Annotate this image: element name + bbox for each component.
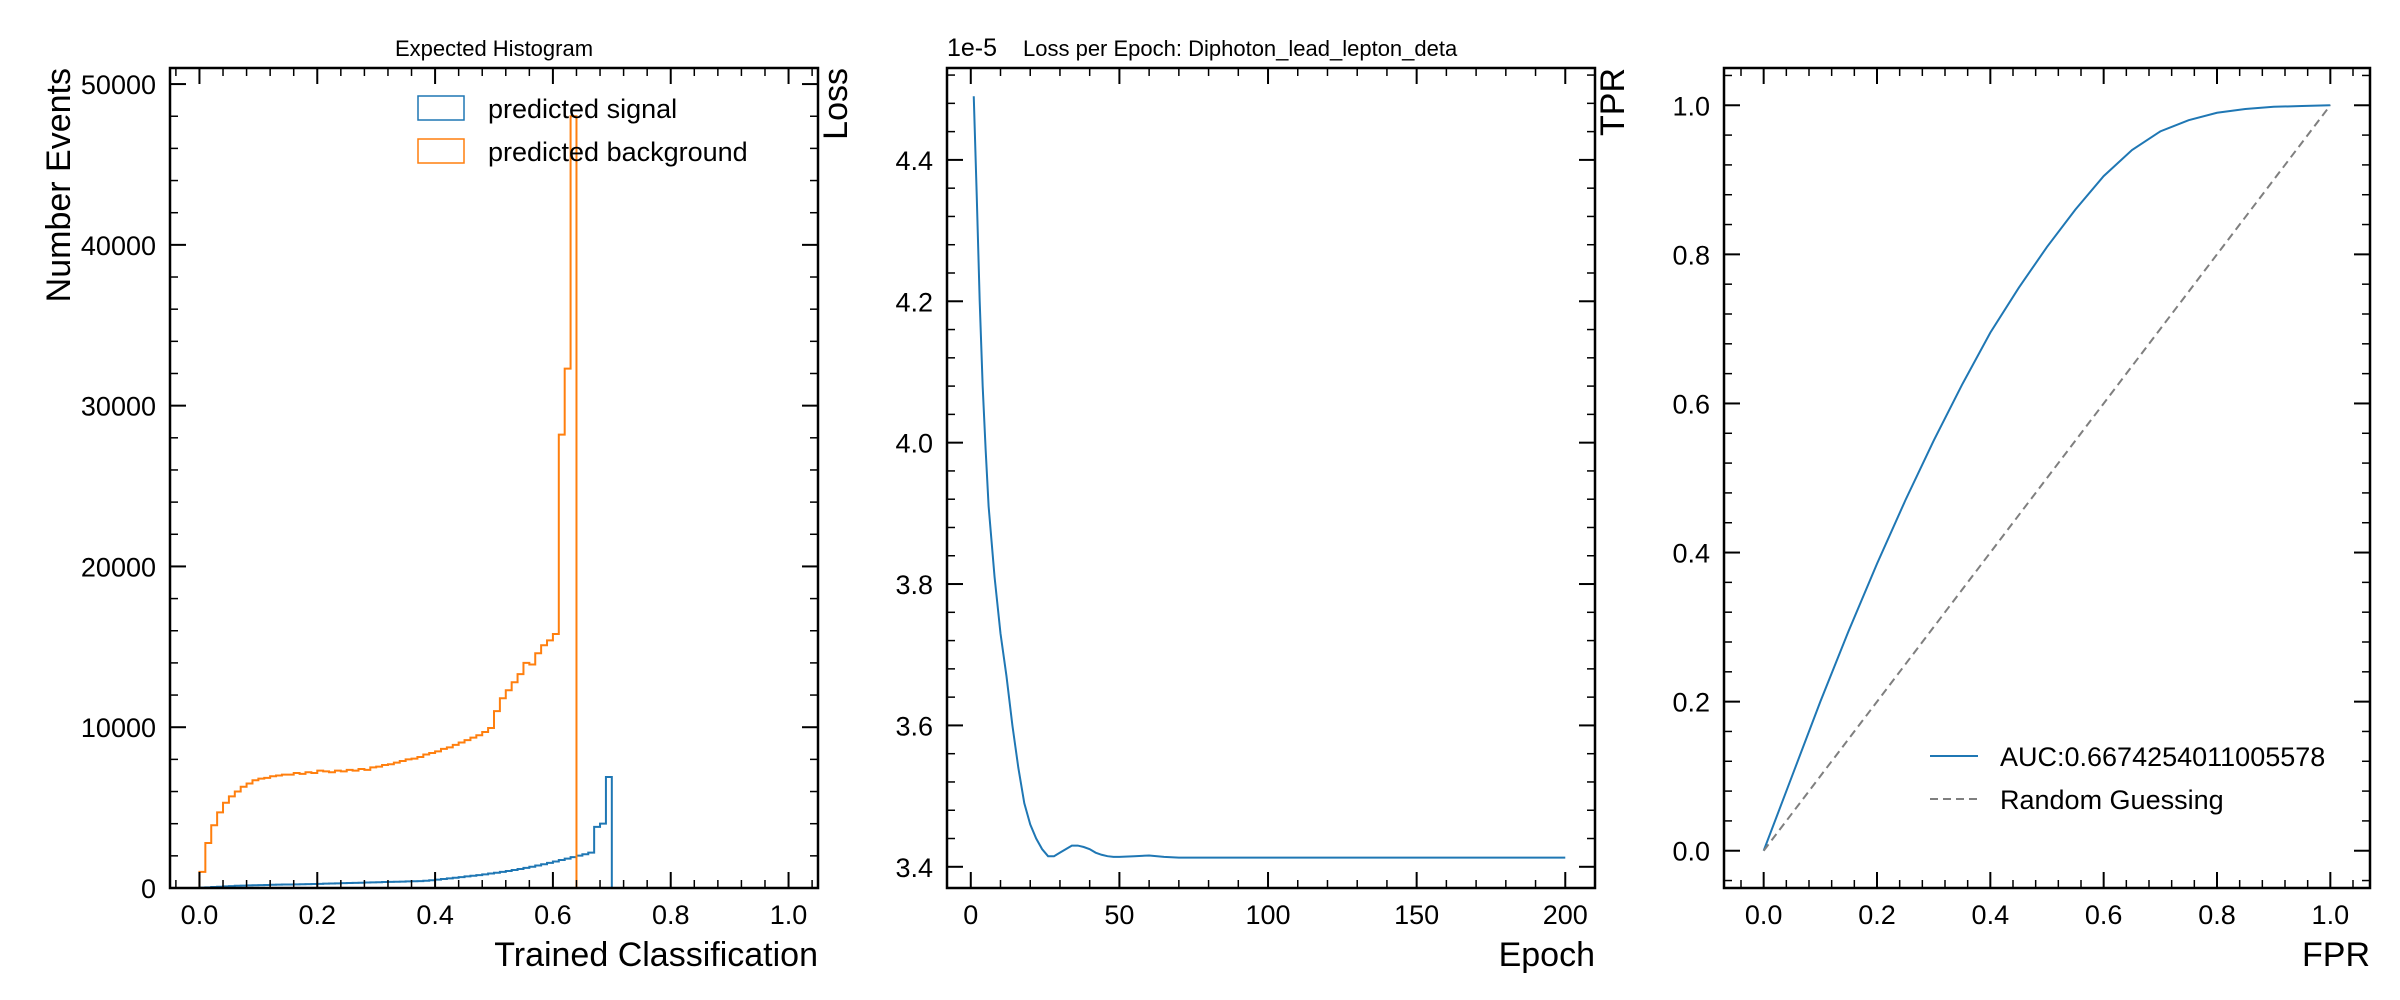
plot-frame [168, 66, 820, 890]
x-axis-label: FPR [2302, 936, 2370, 974]
y-axis-label: TPR [1594, 68, 1632, 136]
y-tick-label: 3.8 [895, 570, 933, 600]
x-tick-label: 0.0 [1745, 900, 1783, 930]
y-tick-label: 20000 [81, 552, 156, 582]
y-tick-label: 40000 [81, 231, 156, 261]
x-tick-label: 200 [1543, 900, 1588, 930]
legend-label-1: Random Guessing [2000, 785, 2224, 815]
series-line-0 [198, 776, 618, 888]
legend-swatch-0 [417, 95, 465, 121]
y-tick-label: 10000 [81, 713, 156, 743]
legend-label-0: predicted signal [488, 94, 677, 124]
series-line-0 [1762, 104, 2331, 852]
y-tick-label: 0 [141, 874, 156, 904]
x-tick-label: 1.0 [2312, 900, 2350, 930]
chart-title: Loss per Epoch: Diphoton_lead_lepton_det… [1023, 36, 1458, 61]
x-tick-label: 0.8 [652, 900, 690, 930]
x-tick-label: 50 [1104, 900, 1134, 930]
legend-swatch-1 [417, 138, 465, 164]
legend: predicted signal predicted background [417, 94, 748, 167]
y-tick-label: 0.8 [1672, 240, 1710, 270]
y-tick-label: 1.0 [1672, 91, 1710, 121]
chart-title: Expected Histogram [395, 36, 593, 61]
scale-multiplier-label: 1e-5 [947, 34, 997, 62]
series-line-1 [1762, 104, 2332, 852]
x-tick-label: 150 [1394, 900, 1439, 930]
y-tick-label: 4.0 [895, 429, 933, 459]
plot-frame [1722, 66, 2372, 890]
plot-frame [945, 66, 1597, 890]
roc-panel: 0.0 0.2 0.4 0.6 0.8 1.0 0.0 0.2 0.4 0.6 0.8 1.0 FPR T… [1594, 66, 2372, 974]
y-tick-label: 30000 [81, 392, 156, 422]
x-tick-label: 0.4 [1972, 900, 2010, 930]
y-tick-label: 0.0 [1672, 837, 1710, 867]
plot-data [1762, 104, 2332, 852]
series-line-0 [972, 96, 1566, 859]
histogram-panel: 0.0 0.2 0.4 0.6 0.8 1.0 0 10000 20000 30000 40000 5… [40, 36, 820, 974]
x-tick-label: 1.0 [770, 900, 808, 930]
x-tick-label: 0.4 [416, 900, 454, 930]
legend: AUC:0.6674254011005578 Random Guessing [1930, 742, 2325, 815]
x-tick-label: 0.8 [2198, 900, 2236, 930]
y-tick-label: 3.4 [895, 853, 933, 883]
y-tick-label: 50000 [81, 70, 156, 100]
y-tick-label: 0.4 [1672, 539, 1710, 569]
x-tick-label: 0.0 [181, 900, 219, 930]
y-tick-label: 4.4 [895, 146, 933, 176]
x-tick-label: 0.6 [534, 900, 572, 930]
y-axis-label: Number Events [40, 68, 78, 302]
x-axis-label: Epoch [1499, 936, 1595, 974]
x-tick-label: 0 [963, 900, 978, 930]
legend-label-1: predicted background [488, 137, 748, 167]
y-tick-label: 3.6 [895, 711, 933, 741]
loss-panel: 0 50 100 150 200 3.4 3.6 3.8 4.0 4.2 4.4 Epoch Loss L… [817, 34, 1597, 974]
x-tick-label: 0.6 [2085, 900, 2123, 930]
legend-label-0: AUC:0.6674254011005578 [2000, 742, 2325, 772]
x-tick-label: 0.2 [298, 900, 336, 930]
x-tick-label: 100 [1245, 900, 1290, 930]
y-axis-label: Loss [817, 68, 855, 140]
plot-data [972, 96, 1566, 859]
series-line-1 [198, 115, 618, 888]
plot-data [198, 115, 618, 888]
y-tick-label: 0.6 [1672, 389, 1710, 419]
y-tick-label: 0.2 [1672, 688, 1710, 718]
x-tick-label: 0.2 [1858, 900, 1896, 930]
x-axis-label: Trained Classification [494, 936, 818, 974]
y-tick-label: 4.2 [895, 287, 933, 317]
